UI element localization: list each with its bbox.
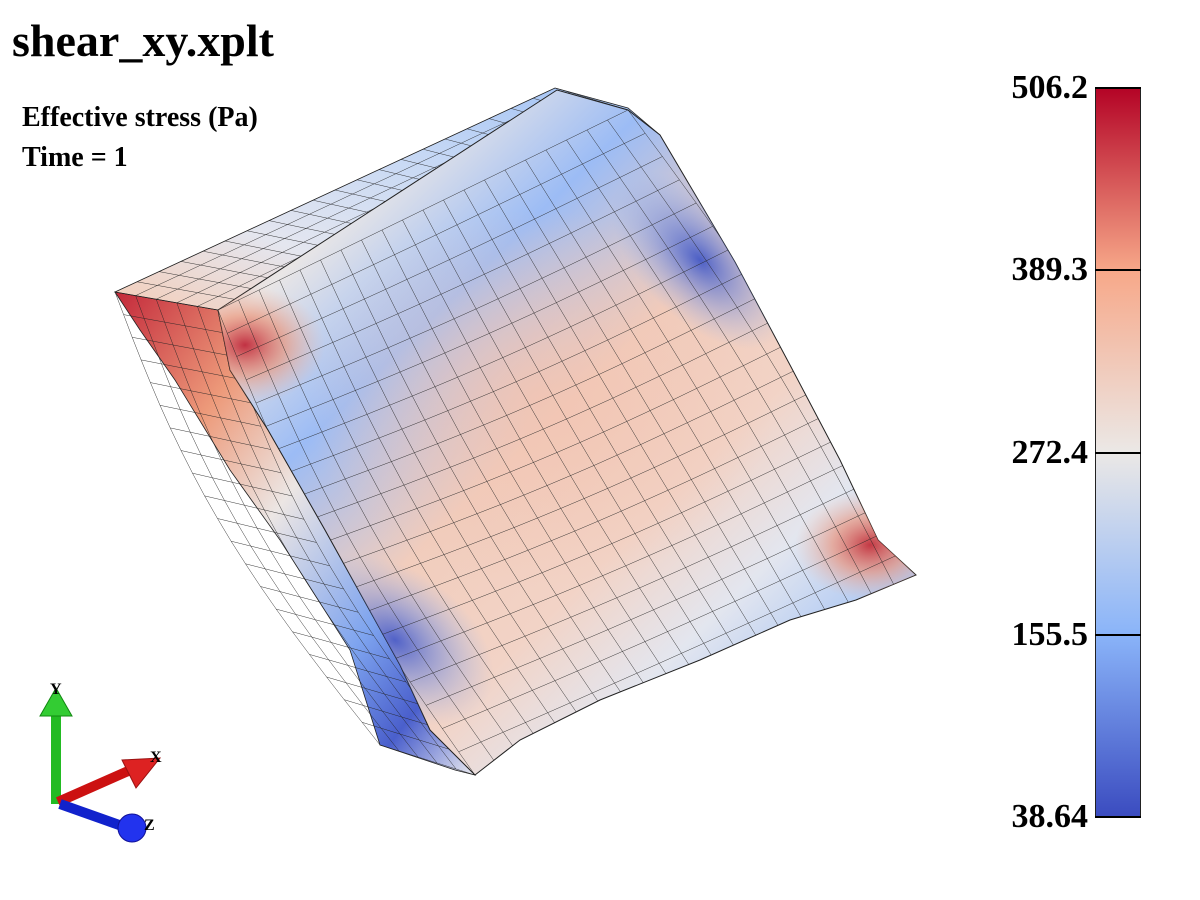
mesh-line <box>135 92 570 296</box>
x-axis-label: X <box>150 749 162 766</box>
mesh-line <box>323 342 791 543</box>
mesh-line <box>114 291 219 311</box>
mesh-line <box>276 608 374 636</box>
colorbar-tick-label: 272.4 <box>1011 433 1089 471</box>
colorbar-tick-label: 506.2 <box>1011 69 1089 106</box>
mesh-line <box>245 563 344 590</box>
mesh-line <box>364 412 832 613</box>
colorbar-tick-mark <box>1095 633 1141 636</box>
mesh-line <box>123 314 227 334</box>
mesh-line <box>287 272 745 474</box>
mesh-line <box>158 271 260 291</box>
mesh-line <box>180 261 280 281</box>
colorbar-tick-mark <box>1095 87 1141 89</box>
colorbar-tick-mark <box>1095 269 1141 272</box>
mesh-line <box>309 654 407 683</box>
mesh-line <box>236 156 663 357</box>
mesh-line <box>192 472 293 497</box>
colorbar-tick-mark <box>1095 451 1141 454</box>
mesh-line <box>159 405 262 427</box>
mesh-line <box>132 337 235 357</box>
mesh-line <box>217 518 317 543</box>
colorbar-tick-label: 155.5 <box>1011 615 1089 653</box>
mesh-line <box>266 226 713 427</box>
mesh-line <box>442 528 893 729</box>
mesh-line <box>276 249 730 450</box>
mesh-line <box>379 744 476 776</box>
mesh-line <box>299 295 761 497</box>
mesh-line <box>260 586 359 613</box>
axis-triad[interactable]: Y X Z <box>39 681 162 843</box>
z-axis-arrow <box>58 799 147 843</box>
mesh-line <box>379 435 845 636</box>
file-title: shear_xy.xplt <box>12 15 274 66</box>
field-label: Effective stress (Pa) <box>22 102 258 133</box>
mesh-line <box>336 365 805 567</box>
mesh-line <box>231 540 330 567</box>
colorbar-tick-mark <box>1095 816 1141 818</box>
mesh-line <box>426 505 882 706</box>
mesh-line <box>344 699 441 729</box>
mesh-line <box>150 382 252 404</box>
mesh-line <box>350 388 818 590</box>
mesh-line <box>458 551 905 753</box>
mesh-line <box>180 450 282 474</box>
mesh-line <box>362 722 458 753</box>
mesh-line <box>136 281 239 301</box>
mesh-line <box>141 359 243 381</box>
mesh-line <box>255 202 697 404</box>
mesh-line <box>204 495 305 520</box>
z-axis-label: Z <box>144 817 155 834</box>
mesh-line <box>410 481 870 683</box>
y-axis-arrow <box>39 686 73 804</box>
mesh-line <box>394 458 857 660</box>
mesh-line <box>218 109 629 311</box>
mesh-line <box>292 631 390 660</box>
mesh-line <box>246 179 680 381</box>
y-axis-label: Y <box>50 681 62 698</box>
mesh-front-face <box>217 89 917 776</box>
x-axis-arrow <box>55 757 162 807</box>
mesh-line <box>227 133 646 334</box>
time-label: Time = 1 <box>22 142 128 173</box>
mesh-line <box>114 87 556 293</box>
mesh-line <box>326 676 423 706</box>
colorbar-tick-label: 38.64 <box>1011 798 1089 835</box>
colorbar-tick-label: 389.3 <box>1011 251 1089 289</box>
mesh-line <box>170 427 271 450</box>
mesh-line <box>311 319 776 520</box>
